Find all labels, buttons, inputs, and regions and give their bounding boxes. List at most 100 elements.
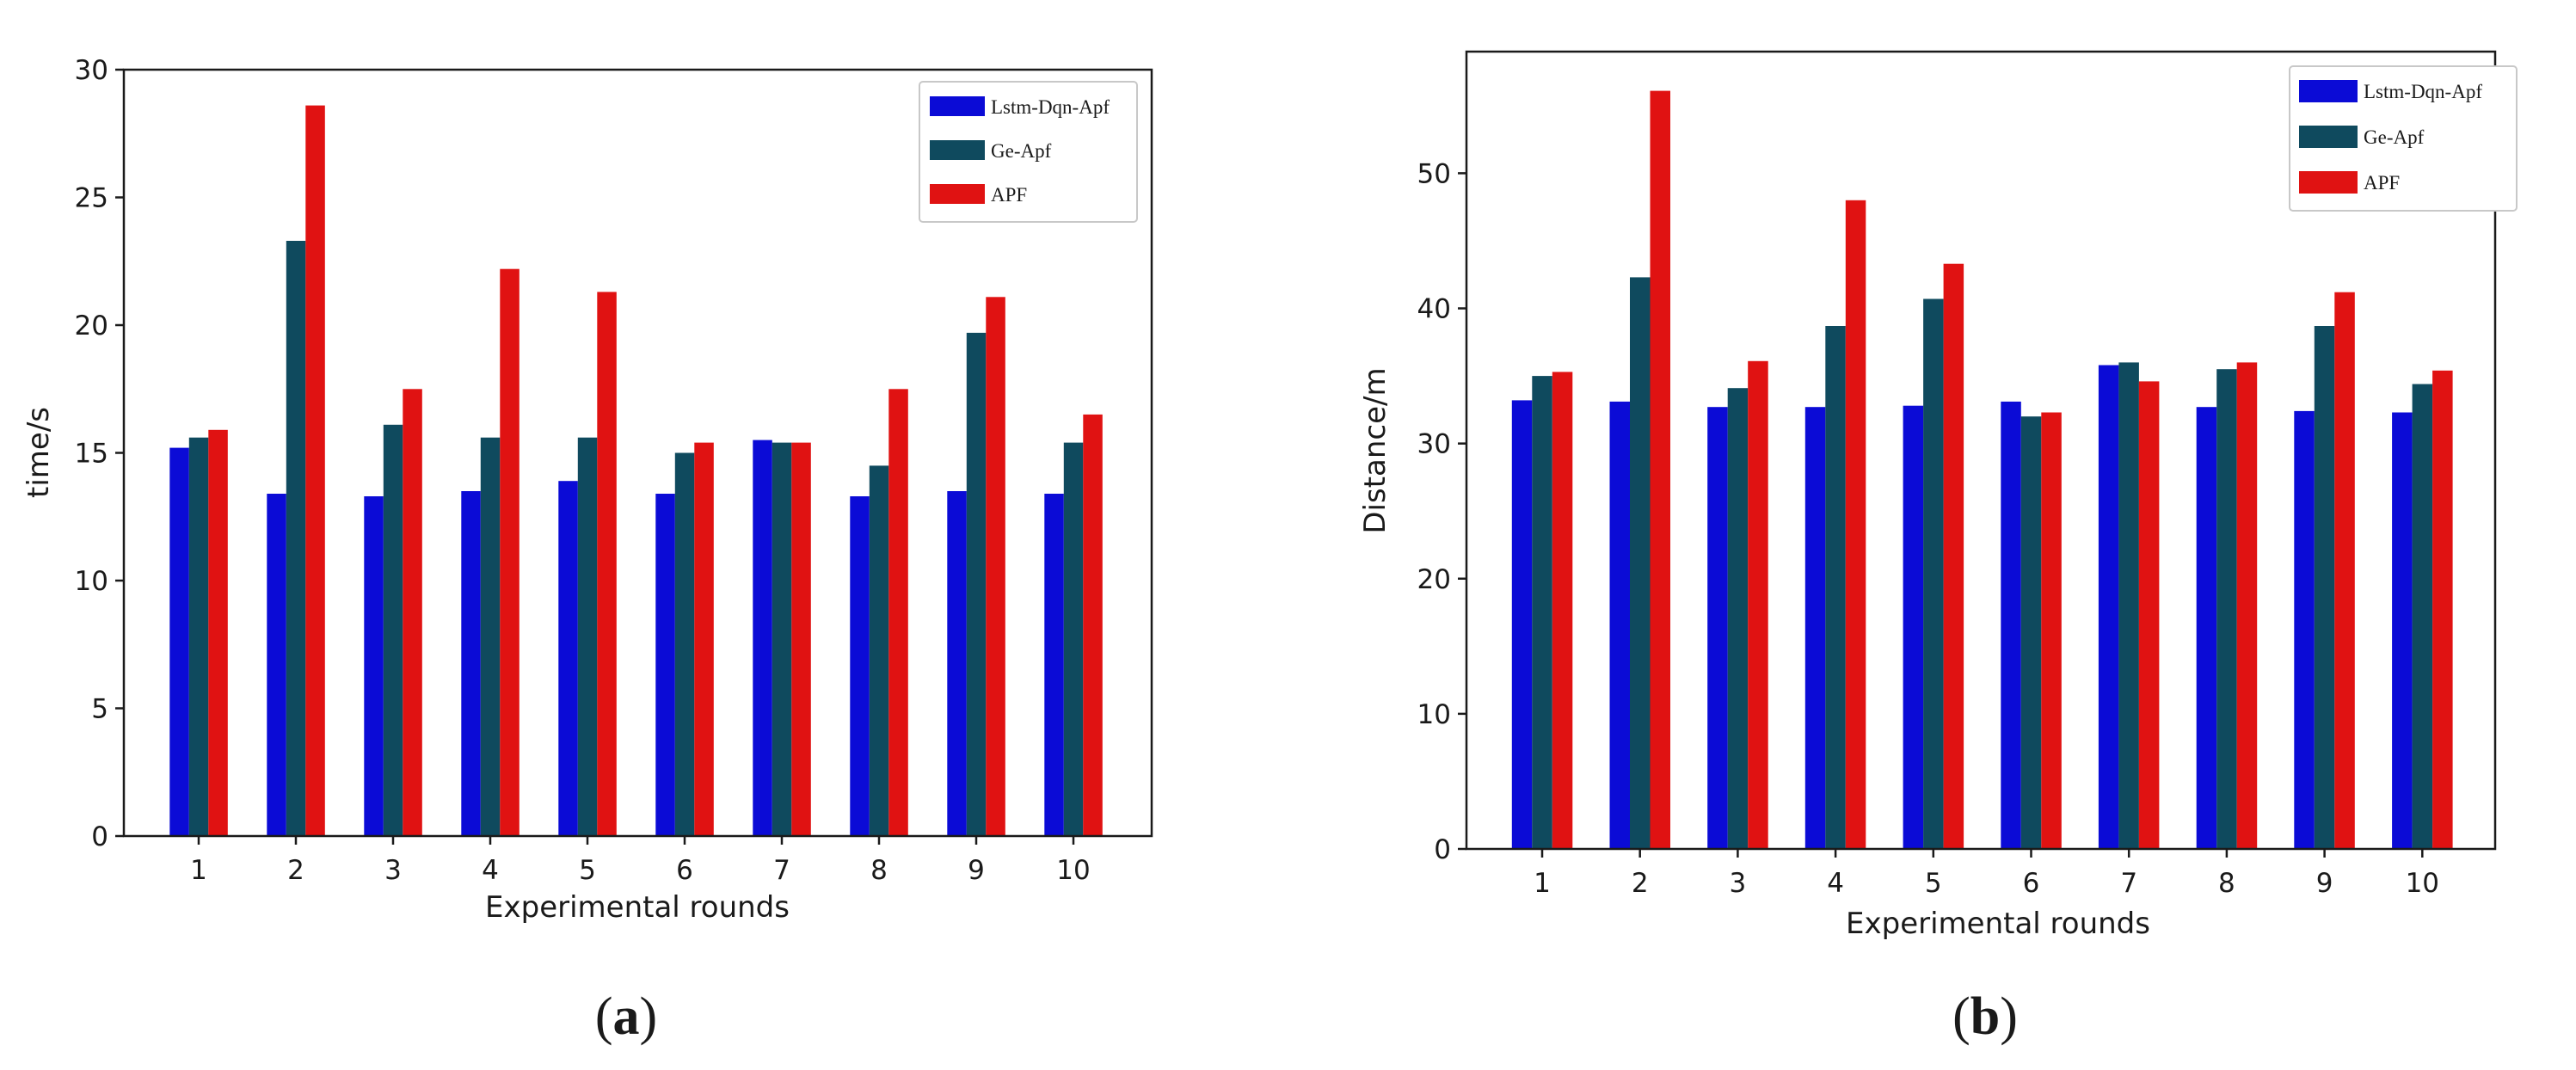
x-tick-label-a-8: 8 [870,855,888,886]
x-tick-label-a-3: 3 [384,855,402,886]
y-tick-label-b-50: 50 [1417,158,1451,189]
bar-a-s2-c1 [188,437,209,836]
y-tick-label-a-20: 20 [75,311,108,341]
bar-a-s3-c6 [694,442,714,836]
bar-a-s3-c2 [305,105,325,837]
bar-b-s3-c4 [1845,200,1866,850]
legend-a: Lstm-Dqn-Apf Ge-Apf APF [919,81,1138,223]
bar-b-s2-c6 [2020,416,2042,849]
bar-a-s1-c5 [558,481,578,836]
bar-a-s2-c3 [383,424,403,836]
y-tick-label-b-0: 0 [1434,834,1451,865]
x-tick-label-a-5: 5 [579,855,596,886]
bar-b-s1-c1 [1511,400,1533,849]
bar-b-s3-c6 [2041,412,2062,849]
bar-a-s2-c8 [869,465,889,836]
x-tick-label-b-8: 8 [2218,868,2235,899]
bar-b-s1-c3 [1707,407,1728,849]
bar-b-s2-c9 [2314,326,2335,849]
bar-b-s3-c5 [1943,263,1964,849]
legend-swatch-a-2 [930,140,985,160]
y-tick-label-b-40: 40 [1417,294,1451,325]
y-tick-label-a-25: 25 [75,183,108,214]
x-tick-label-b-3: 3 [1730,868,1747,899]
caption-b-close: ) [2000,987,2018,1046]
y-axis-label-a: time/s [22,407,56,498]
caption-b-open: ( [1952,987,1970,1046]
bar-b-s2-c10 [2412,384,2433,849]
axis-ticks-b: 1 2 3 4 5 6 7 8 9 10 0 10 20 30 40 50 [1417,158,2439,899]
bar-a-s3-c9 [986,297,1005,836]
bar-b-s3-c1 [1552,372,1573,849]
legend-swatch-b-3 [2299,171,2358,194]
bar-b-s1-c9 [2294,410,2315,849]
legend-label-b-1: Lstm-Dqn-Apf [2364,81,2482,102]
plot-frame-b [1465,50,2497,851]
legend-swatch-b-2 [2299,126,2358,148]
caption-a-open: ( [595,987,613,1046]
x-tick-label-a-7: 7 [773,855,790,886]
x-tick-label-b-2: 2 [1632,868,1649,899]
x-tick-label-a-6: 6 [676,855,693,886]
x-tick-label-b-9: 9 [2316,868,2333,899]
legend-b: Lstm-Dqn-Apf Ge-Apf APF [2289,65,2518,212]
y-tick-label-a-10: 10 [75,566,108,597]
bar-a-s3-c4 [500,268,520,836]
bar-b-s2-c8 [2216,369,2237,849]
x-tick-label-a-2: 2 [287,855,304,886]
caption-a-letter: a [613,987,640,1046]
x-tick-label-b-4: 4 [1827,868,1844,899]
bar-a-s2-c5 [577,437,598,836]
y-tick-label-a-0: 0 [91,821,108,852]
bar-a-s2-c9 [966,332,987,836]
x-tick-label-b-6: 6 [2023,868,2040,899]
x-tick-label-a-9: 9 [968,855,985,886]
bar-b-s3-c2 [1650,90,1670,850]
bar-a-s3-c3 [403,389,422,837]
bar-b-s2-c5 [1923,298,1944,849]
bar-group-b [1511,90,2453,850]
bar-a-s3-c1 [208,429,228,836]
x-tick-label-a-10: 10 [1056,855,1090,886]
plot-frame-a [122,68,1153,838]
y-tick-label-b-30: 30 [1417,429,1451,460]
bar-b-s3-c9 [2334,292,2355,849]
bar-b-s2-c4 [1825,326,1846,849]
bar-a-s2-c6 [674,452,695,836]
y-axis-label-b: Distance/m [1358,367,1393,533]
bar-b-s3-c7 [2138,381,2160,849]
bar-a-s1-c10 [1044,494,1064,836]
bar-a-s3-c10 [1083,414,1103,836]
bar-a-s1-c3 [364,496,384,836]
bar-b-s2-c1 [1532,376,1552,850]
bar-a-s3-c7 [791,442,811,836]
bar-a-s2-c4 [480,437,501,836]
bar-b-s3-c8 [2236,362,2258,849]
legend-label-a-2: Ge-Apf [991,140,1052,162]
bar-b-s1-c8 [2196,407,2217,849]
bar-a-s2-c7 [772,442,792,836]
bar-b-s2-c7 [2118,362,2139,849]
y-tick-label-a-5: 5 [91,694,108,725]
legend-label-a-3: APF [991,184,1027,206]
caption-b-letter: b [1970,987,2000,1046]
x-tick-label-b-7: 7 [2120,868,2137,899]
chart-panel-b: 1 2 3 4 5 6 7 8 9 10 0 10 20 30 40 50 Distance/m Experi… [1358,50,2518,1046]
y-tick-label-b-20: 20 [1417,564,1451,595]
bar-a-s1-c9 [947,491,967,836]
x-tick-label-b-5: 5 [1925,868,1942,899]
legend-swatch-a-3 [930,184,985,204]
legend-label-b-3: APF [2364,172,2400,194]
y-tick-label-a-15: 15 [75,439,108,470]
x-tick-label-b-10: 10 [2406,868,2439,899]
x-tick-label-a-1: 1 [190,855,207,886]
bar-a-s3-c8 [888,389,908,837]
bar-a-s1-c4 [461,491,481,836]
bar-group-a [169,105,1103,837]
x-tick-label-b-1: 1 [1534,868,1551,899]
bar-b-s1-c2 [1609,401,1630,849]
axis-ticks-a: 1 2 3 4 5 6 7 8 9 10 0 5 10 15 20 25 30 [75,55,1091,886]
y-tick-label-b-10: 10 [1417,699,1451,730]
bar-b-s1-c5 [1903,405,1924,849]
